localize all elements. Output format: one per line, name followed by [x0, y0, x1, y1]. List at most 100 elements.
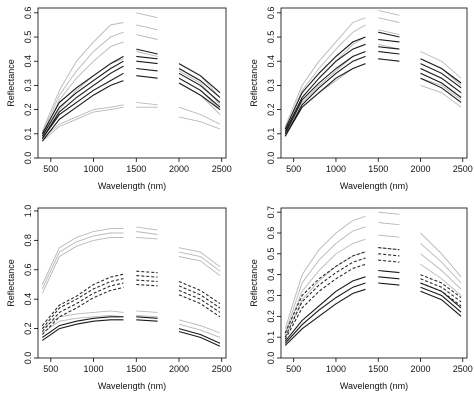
y-tick-label: 0.3 — [266, 79, 276, 92]
series-line-11-seg-3 — [178, 330, 221, 347]
series-line-8-seg-3 — [420, 68, 462, 94]
y-tick-label: 0.1 — [266, 331, 276, 344]
x-tick-label: 1500 — [368, 164, 388, 174]
x-axis-title: Wavelength (nm) — [340, 381, 408, 391]
series-line-7-seg-3 — [178, 285, 221, 309]
series-line-2-seg-2 — [136, 24, 158, 31]
series-line-3-seg-1 — [284, 238, 366, 336]
y-tick-label: 1.0 — [23, 205, 33, 218]
series-line-9-seg-1 — [284, 282, 366, 344]
series-line-8-seg-1 — [284, 50, 366, 135]
series-line-1-seg-1 — [41, 22, 124, 132]
series-line-10-seg-2 — [378, 282, 400, 286]
series-line-2-seg-1 — [284, 226, 366, 334]
y-tick-label: 0.7 — [266, 206, 276, 219]
series-line-8-seg-1 — [284, 276, 366, 342]
series-line-7-seg-3 — [178, 63, 221, 94]
series-line-2-seg-1 — [41, 232, 124, 290]
x-axis-title: Wavelength (nm) — [340, 181, 408, 191]
x-tick-label: 2500 — [453, 364, 473, 374]
series-line-4-seg-3 — [178, 319, 221, 334]
series-line-5-seg-1 — [42, 104, 124, 139]
series-line-9-seg-1 — [41, 65, 124, 139]
series-line-7-seg-1 — [41, 278, 124, 329]
series-line-2-seg-2 — [378, 17, 400, 23]
y-tick-label: 0.8 — [23, 234, 33, 247]
y-tick-label: 0.6 — [23, 264, 33, 277]
plot-frame — [280, 207, 468, 359]
series-line-5-seg-1 — [42, 314, 124, 334]
series-line-5-seg-3 — [178, 323, 221, 338]
x-tick-label: 2500 — [212, 364, 232, 374]
series-line-2-seg-2 — [378, 222, 400, 226]
series-line-1-seg-2 — [378, 9, 400, 16]
series-line-1-seg-3 — [420, 51, 462, 79]
series-line-3-seg-2 — [136, 34, 158, 40]
y-tick-label: 0.2 — [266, 310, 276, 323]
x-tick-label: 1000 — [84, 364, 104, 374]
series-line-1-seg-1 — [41, 228, 124, 285]
series-line-10-seg-1 — [284, 63, 366, 137]
y-tick-label: 0.3 — [23, 79, 33, 92]
series-line-7-seg-3 — [420, 63, 462, 89]
series-line-2-seg-3 — [178, 70, 221, 106]
series-line-8-seg-3 — [420, 282, 462, 309]
series-line-10-seg-3 — [178, 328, 221, 344]
series-line-9-seg-1 — [284, 55, 366, 137]
series-line-10-seg-2 — [136, 67, 158, 72]
x-tick-label: 1000 — [84, 164, 104, 174]
x-tick-label: 1000 — [326, 364, 346, 374]
series-line-6-seg-3 — [178, 280, 221, 305]
series-line-2-seg-1 — [284, 24, 366, 130]
y-tick-label: 0.4 — [266, 55, 276, 68]
series-line-11-seg-1 — [41, 319, 124, 341]
y-tick-label: 0.0 — [266, 152, 276, 165]
x-tick-label: 2000 — [169, 364, 189, 374]
series-line-7-seg-1 — [41, 55, 124, 135]
series-line-6-seg-1 — [284, 257, 366, 338]
series-line-7-seg-2 — [378, 259, 400, 263]
x-tick-label: 1500 — [126, 164, 146, 174]
series-line-8-seg-3 — [178, 289, 221, 313]
series-line-1-seg-3 — [178, 247, 221, 268]
y-tick-label: 0.2 — [266, 103, 276, 116]
series-line-10-seg-1 — [41, 316, 124, 338]
series-line-5-seg-3 — [178, 106, 221, 125]
plot-frame — [280, 7, 468, 159]
y-tick-label: 0.4 — [23, 293, 33, 306]
x-tick-label: 1000 — [326, 164, 346, 174]
series-line-5-seg-3 — [420, 274, 462, 299]
series-line-8-seg-1 — [41, 60, 124, 137]
series-line-6-seg-1 — [41, 273, 124, 326]
y-axis-title: Reflectance — [249, 59, 259, 107]
series-line-6-seg-1 — [284, 36, 366, 130]
series-line-10-seg-3 — [420, 290, 462, 317]
series-line-9-seg-3 — [420, 72, 462, 98]
y-tick-label: 0.6 — [266, 7, 276, 20]
series-line-3-seg-1 — [284, 36, 366, 132]
y-tick-label: 0.5 — [266, 248, 276, 261]
y-tick-label: 0.5 — [23, 31, 33, 44]
series-line-7-seg-2 — [136, 275, 158, 278]
series-line-2-seg-3 — [420, 243, 462, 284]
series-line-8-seg-3 — [178, 68, 221, 98]
y-tick-label: 0.0 — [23, 152, 33, 165]
series-line-1-seg-2 — [136, 226, 158, 231]
series-line-9-seg-2 — [378, 276, 400, 280]
series-line-10-seg-3 — [420, 77, 462, 103]
x-tick-label: 2000 — [410, 164, 430, 174]
series-line-9-seg-1 — [41, 286, 124, 335]
y-tick-label: 0.6 — [23, 7, 33, 20]
series-line-2-seg-2 — [136, 231, 158, 235]
x-tick-label: 500 — [286, 364, 301, 374]
x-tick-label: 500 — [286, 164, 301, 174]
series-line-1-seg-1 — [284, 17, 366, 127]
series-line-11-seg-2 — [136, 319, 158, 322]
y-axis-title: Reflectance — [6, 59, 16, 107]
series-line-9-seg-3 — [178, 294, 221, 318]
y-tick-label: 0.0 — [266, 352, 276, 365]
series-line-5-seg-2 — [378, 247, 400, 251]
y-tick-label: 0.2 — [23, 103, 33, 116]
series-line-8-seg-2 — [378, 46, 400, 50]
x-axis-title: Wavelength (nm) — [98, 381, 166, 391]
